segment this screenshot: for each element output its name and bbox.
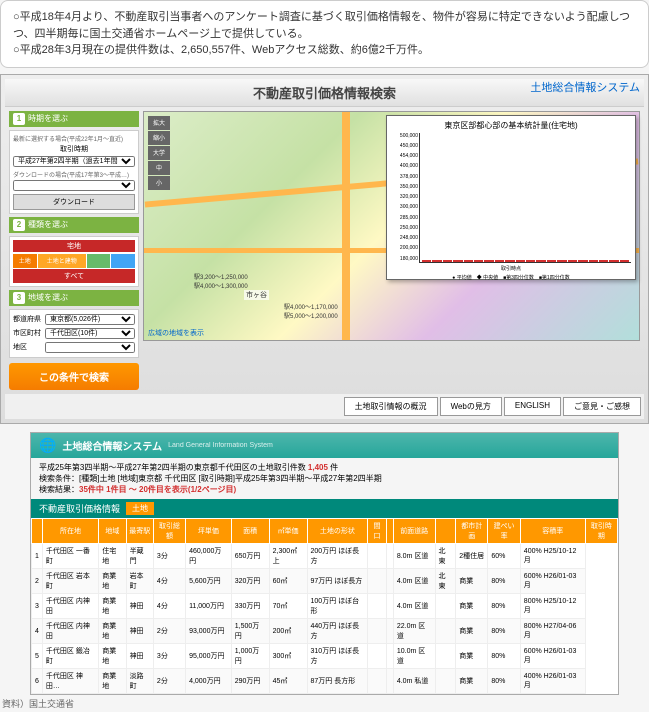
page-title: 不動産取引価格情報検索 (253, 86, 396, 101)
type-residential-header: 宅地 (13, 240, 135, 252)
table-row[interactable]: 5千代田区 鍛冶町商業地神田3分95,000万円1,000万円300㎡310万円… (32, 644, 618, 669)
station-2: 市ヶ谷 (244, 290, 269, 300)
main-panel: 不動産取引価格情報検索 土地総合情報システム 1 時期を選ぶ 最新に選択する場合… (0, 74, 649, 424)
table-row[interactable]: 6千代田区 神田…商業地淡路町2分4,000万円290万円45㎡87万円 長方形… (32, 669, 618, 694)
tab-english[interactable]: ENGLISH (504, 397, 561, 416)
city-label: 市区町村 (13, 328, 43, 338)
chart-body: 500,000450,000454,000400,000378,000350,0… (419, 133, 631, 263)
results-sub: Land General Information System (168, 442, 273, 449)
scale-lg[interactable]: 大学 (148, 146, 170, 160)
price-2: 駅4,000～1,170,000 駅5,000～1,200,000 (284, 302, 338, 320)
download-button[interactable]: ダウンロード (13, 194, 135, 210)
tab-feedback[interactable]: ご意見・ご感想 (563, 397, 641, 416)
zoom-out[interactable]: 縮小 (148, 131, 170, 145)
table-row[interactable]: 1千代田区 一番町住宅地半蔵門3分460,000万円650万円2,300㎡上20… (32, 544, 618, 569)
type-both[interactable]: 土地と建物 (38, 254, 86, 268)
chart-title: 東京区部都心部の基本統計量(住宅地) (391, 120, 631, 131)
source-label: 資料）国土交通省 (0, 695, 649, 712)
step1-badge: 1 (13, 113, 25, 125)
results-bar: 不動産取引価格情報 土地 (31, 499, 618, 518)
district-select[interactable] (45, 342, 135, 353)
content-area: 1 時期を選ぶ 最新に選択する場合(平成22年1月～直近) 取引時期 平成27年… (5, 107, 644, 394)
results-info: 平成25年第3四半期～平成27年第2四半期の東京都千代田区の土地取引件数 1,4… (31, 458, 618, 500)
results-bar-title: 不動産取引価格情報 (39, 502, 120, 515)
bullet-1: ○平成18年4月より、不動産取引当事者へのアンケート調査に基づく取引価格情報を、… (13, 9, 636, 42)
type-land[interactable]: 土地 (13, 254, 37, 268)
district-label: 地区 (13, 342, 43, 352)
search-button[interactable]: この条件で検索 (9, 363, 139, 390)
step1-label: 時期を選ぶ (28, 113, 68, 124)
results-title: 土地総合情報システム (62, 438, 162, 453)
tab-overview[interactable]: 土地取引情報の概況 (344, 397, 438, 416)
bullet-box: ○平成18年4月より、不動産取引当事者へのアンケート調査に基づく取引価格情報を、… (0, 0, 649, 68)
info-conditions: 検索条件：[種類]土地 [地域]東京都 千代田区 [取引時期]平成25年第3四半… (39, 473, 610, 484)
system-label: 土地総合情報システム (530, 79, 640, 95)
scale-md[interactable]: 中 (148, 161, 170, 175)
sidebar: 1 時期を選ぶ 最新に選択する場合(平成22年1月～直近) 取引時期 平成27年… (9, 111, 139, 390)
land-badge: 土地 (126, 502, 154, 515)
scale-sm[interactable]: 小 (148, 176, 170, 190)
table-row[interactable]: 2千代田区 岩本町商業地岩本町4分5,600万円320万円60㎡97万円 ほぼ長… (32, 569, 618, 594)
type-all[interactable]: すべて (13, 269, 135, 283)
period-label: 取引時期 (13, 144, 135, 154)
bullet-2: ○平成28年3月現在の提供件数は、2,650,557件、Webアクセス総数、約6… (13, 42, 636, 59)
step2-header: 2 種類を選ぶ (9, 217, 139, 233)
step1-header: 1 時期を選ぶ (9, 111, 139, 127)
step1-text: 最新に選択する場合(平成22年1月～直近) (13, 134, 135, 143)
results-header: 🌐 土地総合情報システム Land General Information Sy… (31, 433, 618, 458)
step3-header: 3 地域を選ぶ (9, 290, 139, 306)
table-row[interactable]: 3千代田区 内神田商業地神田4分11,000万円330万円70㎡100万円 ほぼ… (32, 594, 618, 619)
area-link[interactable]: 広域の地域を表示 (148, 328, 204, 338)
city-select[interactable]: 千代田区(10件) (45, 328, 135, 339)
step2-section: 宅地 土地 土地と建物 すべて (9, 236, 139, 287)
download-select[interactable] (13, 180, 135, 191)
step3-badge: 3 (13, 292, 25, 304)
type-grid: 土地 土地と建物 (13, 254, 135, 268)
tab-howto[interactable]: Webの見方 (440, 397, 502, 416)
pref-label: 都道府県 (13, 314, 43, 324)
chart-yaxis: 500,000450,000454,000400,000378,000350,0… (392, 133, 418, 262)
period-select[interactable]: 平成27年第2四半期（過去1年間を含む） (13, 156, 135, 167)
table-row[interactable]: 4千代田区 内神田商業地神田2分93,000万円1,500万円200㎡440万円… (32, 619, 618, 644)
type-other2[interactable] (111, 254, 135, 268)
chart-legend: ● 平均値 ◆ 中央値 ■第3四分位数 ■第1四分位数 (391, 274, 631, 281)
bottom-tabs: 土地取引情報の概況 Webの見方 ENGLISH ご意見・ご感想 (5, 394, 644, 419)
pref-select[interactable]: 東京都(5,026件) (45, 314, 135, 325)
step3-section: 都道府県 東京都(5,026件) 市区町村 千代田区(10件) 地区 (9, 309, 139, 358)
map-controls: 拡大 縮小 大学 中 小 (148, 116, 170, 190)
results-panel: 🌐 土地総合情報システム Land General Information Sy… (30, 432, 619, 696)
chart-xlabel: 取引時点 (391, 265, 631, 272)
step1-section: 最新に選択する場合(平成22年1月～直近) 取引時期 平成27年第2四半期（過去… (9, 130, 139, 214)
zoom-in[interactable]: 拡大 (148, 116, 170, 130)
step3-label: 地域を選ぶ (28, 292, 68, 303)
results-table: 所在地地域最寄駅取引総額坪単価面積㎡単価土地の形状間口前面道路都市計画建ぺい率容… (31, 518, 618, 694)
price-1: 駅3,200～1,250,000 駅4,000～1,300,000 (194, 272, 248, 290)
download-label: ダウンロードの場合(平成17年第3～平成…) (13, 170, 135, 179)
step2-badge: 2 (13, 219, 25, 231)
type-other1[interactable] (87, 254, 111, 268)
chart-bars (420, 133, 631, 262)
step2-label: 種類を選ぶ (28, 219, 68, 230)
chart-overlay: 東京区部都心部の基本統計量(住宅地) 500,000450,000454,000… (386, 115, 636, 280)
